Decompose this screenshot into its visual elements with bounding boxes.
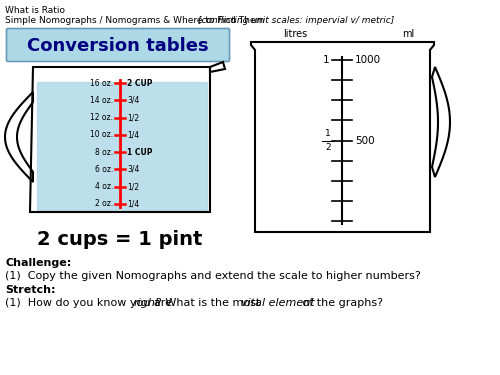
FancyBboxPatch shape [6, 28, 230, 62]
Text: 1: 1 [325, 129, 331, 138]
Text: of the graphs?: of the graphs? [298, 298, 382, 308]
Text: 3/4: 3/4 [127, 96, 140, 105]
Text: right: right [134, 298, 160, 308]
Text: 10 oz.: 10 oz. [90, 130, 113, 140]
Text: litres: litres [283, 29, 307, 39]
Text: ml: ml [402, 29, 414, 39]
Text: 1/4: 1/4 [127, 200, 139, 208]
Text: 2 oz.: 2 oz. [95, 200, 113, 208]
Text: What is Ratio: What is Ratio [5, 6, 65, 15]
Text: 1/4: 1/4 [127, 130, 139, 140]
Text: 16 oz.: 16 oz. [90, 78, 113, 87]
Text: 14 oz.: 14 oz. [90, 96, 113, 105]
Text: Stretch:: Stretch: [5, 285, 56, 295]
Text: 2: 2 [325, 144, 331, 153]
Text: (1)  Copy the given Nomographs and extend the scale to higher numbers?: (1) Copy the given Nomographs and extend… [5, 271, 421, 281]
Text: 1/2: 1/2 [127, 113, 139, 122]
Text: 1 CUP: 1 CUP [127, 148, 152, 157]
Text: Conversion tables: Conversion tables [27, 37, 209, 55]
Text: 8 oz.: 8 oz. [95, 148, 113, 157]
Text: (1)  How do you know you are: (1) How do you know you are [5, 298, 175, 308]
Text: 2 CUP: 2 CUP [127, 78, 152, 87]
Text: Challenge:: Challenge: [5, 258, 71, 268]
Text: 1: 1 [322, 55, 329, 65]
Text: vital element: vital element [241, 298, 314, 308]
Text: [conflicting unit scales: impervial v/ metric]: [conflicting unit scales: impervial v/ m… [198, 16, 394, 25]
Text: 4 oz.: 4 oz. [94, 182, 113, 191]
Polygon shape [37, 82, 207, 210]
Text: 6 oz.: 6 oz. [94, 165, 113, 174]
Text: Simple Nomographs / Nomograms & Where to Find Them: Simple Nomographs / Nomograms & Where to… [5, 16, 267, 25]
Text: 1/2: 1/2 [127, 182, 139, 191]
Text: ? What is the most: ? What is the most [156, 298, 264, 308]
Text: 500: 500 [355, 135, 374, 146]
Text: 3/4: 3/4 [127, 165, 140, 174]
Text: 12 oz.: 12 oz. [90, 113, 113, 122]
Text: 2 cups = 1 pint: 2 cups = 1 pint [38, 230, 202, 249]
Text: 1000: 1000 [355, 55, 381, 65]
